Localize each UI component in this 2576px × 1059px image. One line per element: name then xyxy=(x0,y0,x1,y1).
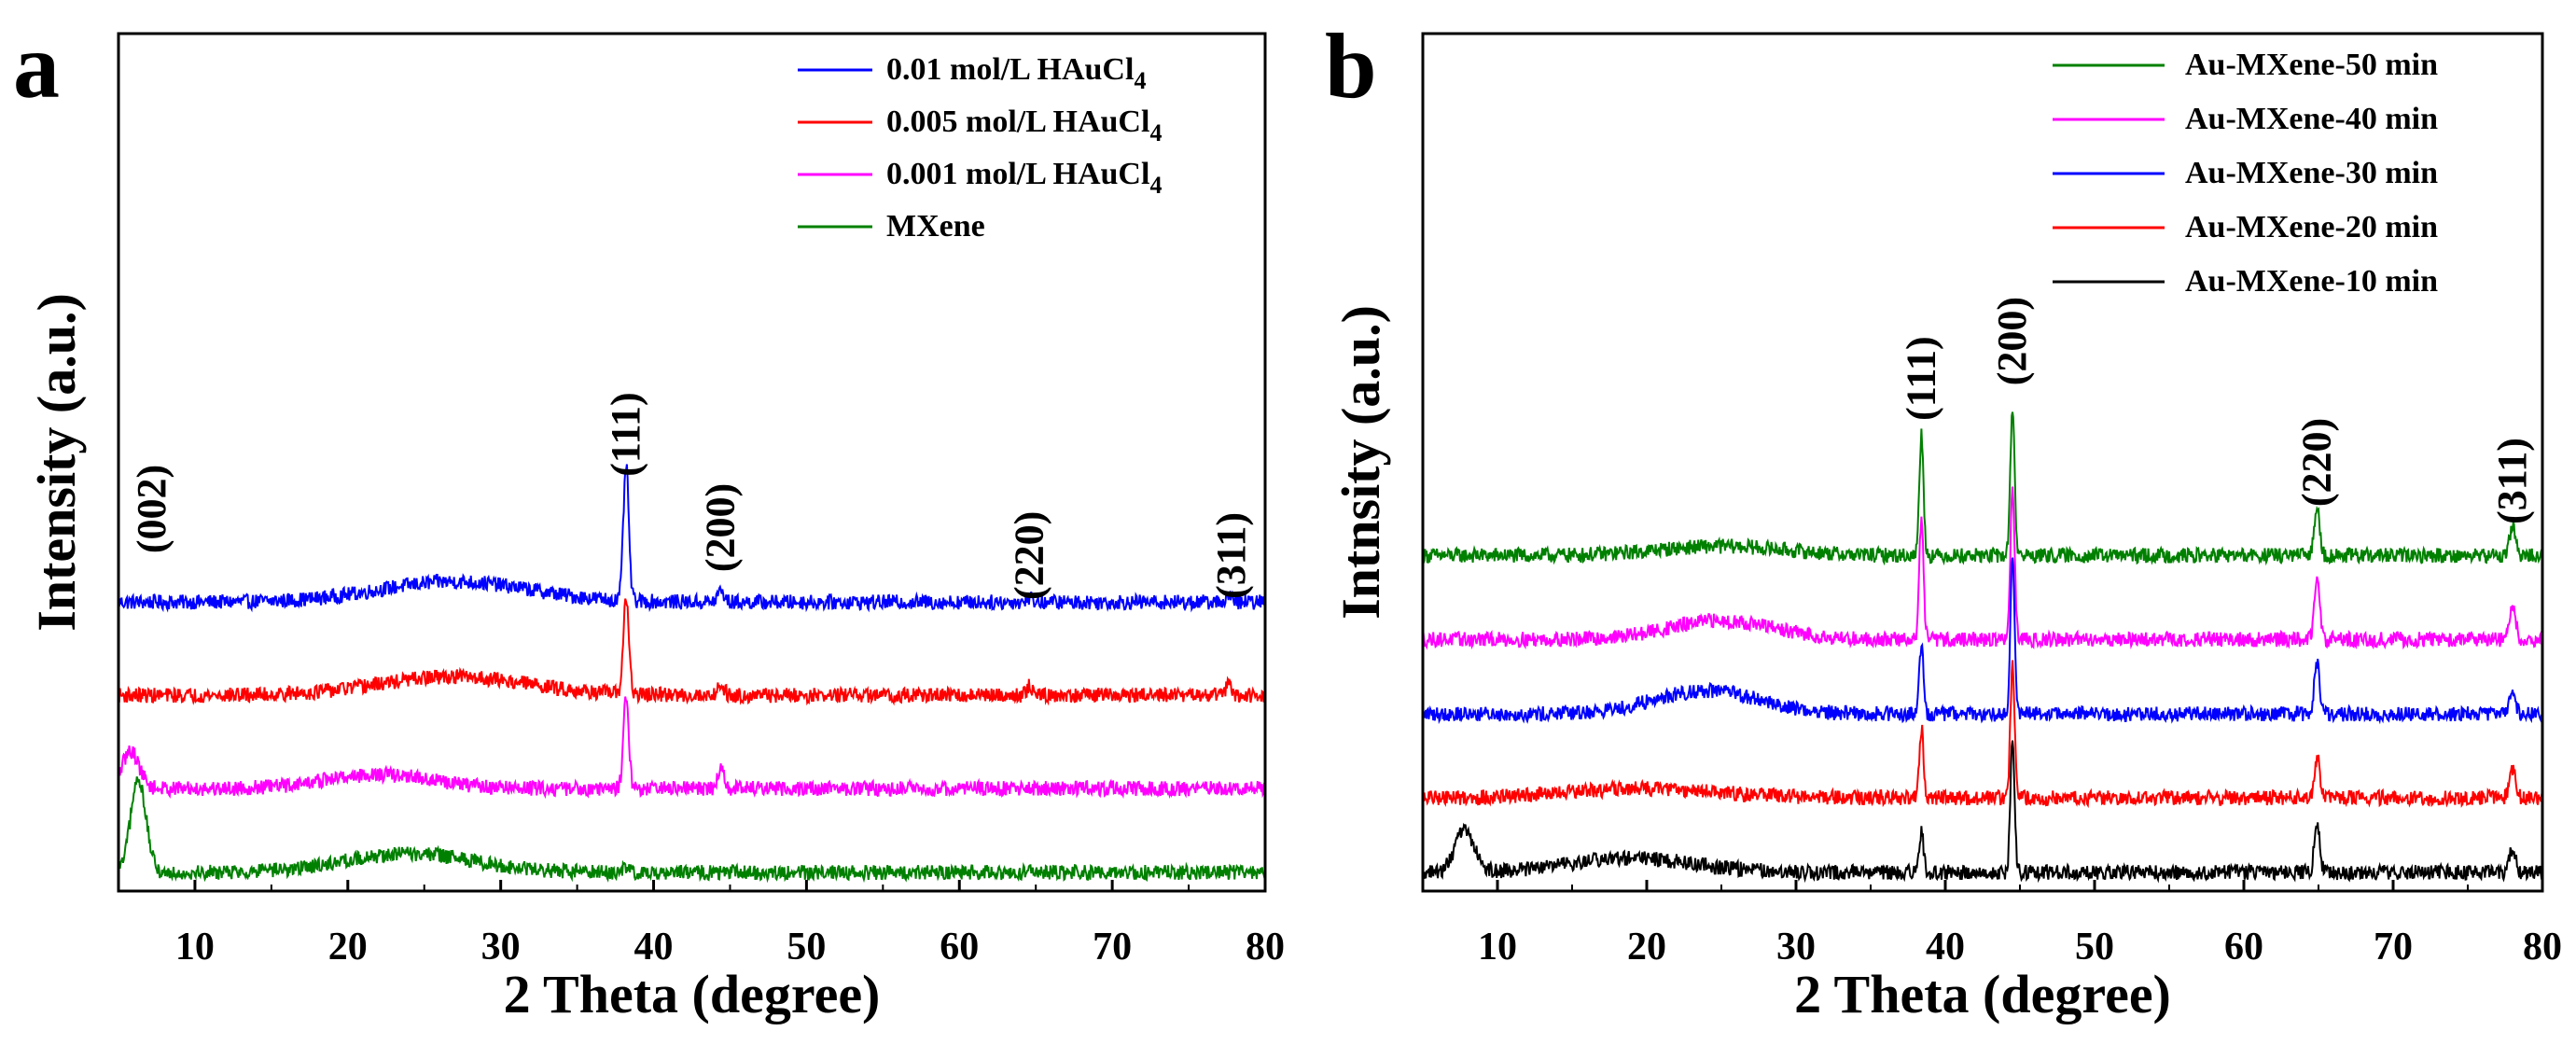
panel-letter: b xyxy=(1325,14,1377,118)
peak-annotation: (111) xyxy=(1898,336,1943,420)
x-tick-label: 80 xyxy=(2523,926,2562,968)
plot-frame xyxy=(117,32,1267,893)
x-tick-label: 20 xyxy=(328,926,368,968)
legend-entry: Au-MXene-10 min xyxy=(2185,264,2438,299)
peak-annotation: (111) xyxy=(603,392,648,476)
peak-annotation: (200) xyxy=(698,483,744,572)
peak-annotation: (220) xyxy=(1007,511,1052,600)
x-tick-label: 70 xyxy=(1093,926,1132,968)
legend-entry: 0.01 mol/L HAuCl4 xyxy=(886,52,1146,94)
x-tick-label: 30 xyxy=(481,926,521,968)
x-axis-title: 2 Theta (degree) xyxy=(504,964,881,1024)
legend-entry: Au-MXene-30 min xyxy=(2185,156,2438,190)
x-tick-label: 60 xyxy=(940,926,979,968)
plot-frame xyxy=(1421,32,2544,893)
x-axis-title: 2 Theta (degree) xyxy=(1794,964,2171,1024)
legend-entry: MXene xyxy=(886,209,985,244)
legend-entry: Au-MXene-50 min xyxy=(2185,48,2438,82)
panel-letter: a xyxy=(13,14,60,118)
peak-annotation: (311) xyxy=(2489,438,2535,524)
x-tick-label: 10 xyxy=(175,926,215,968)
series-line-mxene xyxy=(118,776,1265,884)
x-tick-label: 70 xyxy=(2374,926,2413,968)
x-tick-label: 30 xyxy=(1776,926,1816,968)
legend-entry: Au-MXene-20 min xyxy=(2185,210,2438,244)
series-line-au-mxene-10-min xyxy=(1423,740,2542,884)
panel-b: 10 20 30 40 50 60 70 80 2 Theta (degree) Intnsity… xyxy=(1325,14,2562,1024)
series-line-0-005-mol-l-haucl4 xyxy=(118,598,1265,706)
legend-entry: Au-MXene-40 min xyxy=(2185,102,2438,136)
series-line-au-mxene-50-min xyxy=(1423,411,2542,566)
peak-annotation: (220) xyxy=(2293,418,2339,507)
x-tick-label: 20 xyxy=(1627,926,1666,968)
x-tick-label: 50 xyxy=(2075,926,2114,968)
series-line-au-mxene-30-min xyxy=(1423,557,2542,725)
peak-annotation: (200) xyxy=(1989,297,2035,385)
series-line-au-mxene-20-min xyxy=(1423,660,2542,809)
x-tick-label: 40 xyxy=(634,926,674,968)
legend-entry: 0.005 mol/L HAuCl4 xyxy=(886,105,1162,146)
series-line-au-mxene-40-min xyxy=(1423,486,2542,650)
panel-a: 10 20 30 40 50 60 70 80 2 Theta (degree) Intensit… xyxy=(13,14,1285,1024)
peak-annotation: (311) xyxy=(1208,512,1254,599)
legend-entry: 0.001 mol/L HAuCl4 xyxy=(886,157,1162,199)
x-tick-label: 50 xyxy=(787,926,826,968)
x-tick-label: 60 xyxy=(2224,926,2263,968)
series-line-0-001-mol-l-haucl4 xyxy=(118,696,1265,800)
x-tick-label: 10 xyxy=(1478,926,1517,968)
y-axis-title: Intnsity (a.u.) xyxy=(1330,305,1391,620)
series-line-0-01-mol-l-haucl4 xyxy=(118,464,1265,613)
x-tick-label: 80 xyxy=(1246,926,1285,968)
x-tick-label: 40 xyxy=(1926,926,1965,968)
peak-annotation: (002) xyxy=(129,465,174,553)
y-axis-title: Intensity (a.u.) xyxy=(26,293,87,632)
